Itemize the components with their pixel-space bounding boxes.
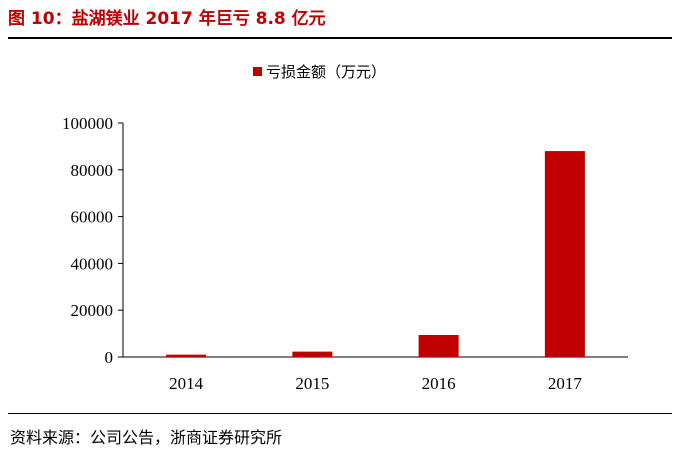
x-tick-label: 2014 (169, 374, 204, 393)
bar-2015 (292, 351, 333, 357)
y-tick-label: 60000 (71, 208, 114, 227)
bottom-rule (8, 413, 672, 414)
top-rule (8, 37, 672, 39)
x-tick-label: 2016 (422, 374, 456, 393)
x-tick-label: 2015 (295, 374, 329, 393)
bar-2016 (418, 335, 459, 357)
legend-label: 亏损金额（万元） (266, 63, 386, 81)
y-tick-label: 0 (105, 348, 114, 367)
figure-title: 图 10：盐湖镁业 2017 年巨亏 8.8 亿元 (8, 9, 326, 29)
x-tick-label: 2017 (548, 374, 583, 393)
bar-2017 (544, 151, 585, 357)
y-tick-label: 40000 (71, 254, 114, 273)
y-tick-label: 80000 (71, 161, 114, 180)
y-tick-label: 20000 (71, 301, 114, 320)
bar-2014 (166, 354, 207, 357)
legend-swatch (253, 67, 262, 76)
y-tick-label: 100000 (62, 114, 113, 133)
source-note: 资料来源：公司公告，浙商证券研究所 (10, 428, 283, 447)
